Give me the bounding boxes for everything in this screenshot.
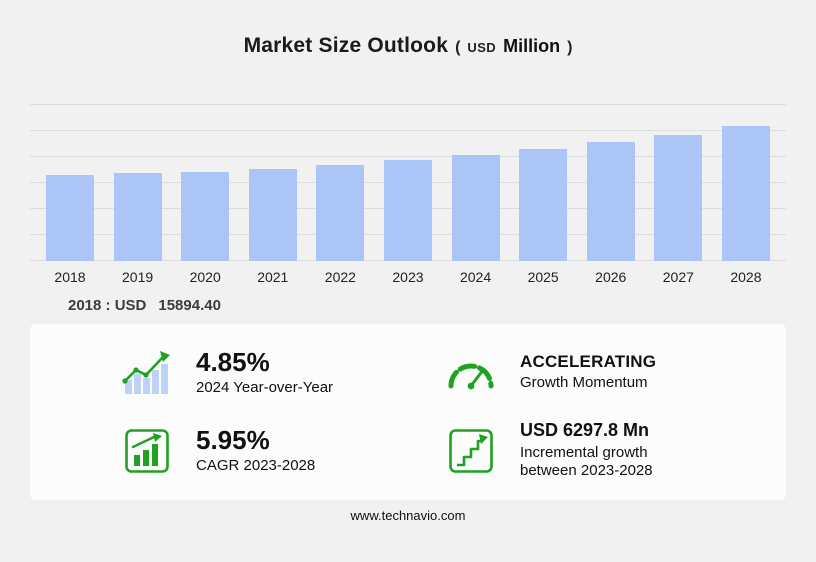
x-axis-label-2023: 2023	[392, 269, 424, 285]
bar-2018	[46, 175, 94, 261]
bar-2020	[181, 172, 230, 261]
title-paren-open: (	[455, 39, 461, 56]
speedometer-icon	[442, 354, 500, 392]
bar-2019	[113, 173, 162, 261]
stat-momentum: ACCELERATING Growth Momentum	[442, 351, 766, 393]
stat-yoy: 4.85% 2024 Year-over-Year	[118, 348, 442, 398]
x-axis-label-2026: 2026	[595, 269, 627, 285]
bar-2023	[383, 160, 432, 261]
bar-2028	[721, 126, 770, 261]
title-unit: Million	[503, 36, 561, 56]
incremental-growth-icon	[442, 428, 500, 474]
x-axis-label-2022: 2022	[324, 269, 356, 285]
x-axis-label-2020: 2020	[189, 269, 221, 285]
page-title: Market Size Outlook ( USD Million )	[0, 34, 816, 58]
footer-url[interactable]: www.technavio.com	[350, 508, 466, 523]
bar-chart	[30, 104, 786, 261]
cagr-growth-icon	[118, 428, 176, 474]
bar-2027	[654, 135, 703, 261]
stat-incremental: USD 6297.8 Mn Incremental growth between…	[442, 419, 766, 481]
x-axis-label-2028: 2028	[730, 269, 762, 285]
bar-2026	[586, 142, 635, 261]
yoy-label: 2024 Year-over-Year	[196, 379, 334, 397]
bar-2024	[451, 155, 500, 261]
base-year-prefix: 2018 : USD	[68, 297, 147, 314]
x-axis-label-2024: 2024	[459, 269, 492, 285]
chart-title: Market Size Outlook	[243, 34, 449, 57]
stats-panel: 4.85% 2024 Year-over-Year ACCELERATING G…	[30, 324, 786, 500]
incremental-value: USD 6297.8 Mn	[520, 419, 650, 440]
cagr-value: 5.95%	[196, 424, 270, 455]
x-axis-label-2021: 2021	[257, 269, 289, 285]
momentum-label: Growth Momentum	[520, 374, 648, 392]
x-axis-label-2027: 2027	[662, 269, 694, 285]
title-paren-close: )	[567, 39, 573, 56]
yoy-bars-icon	[118, 350, 176, 396]
bar-2021	[248, 169, 297, 261]
base-year-annotation: 2018 : USD 15894.40	[68, 297, 816, 314]
x-axis-label-2019: 2019	[122, 269, 154, 285]
cagr-label: CAGR 2023-2028	[196, 457, 316, 475]
bar-group	[30, 126, 786, 261]
x-axis-label-2025: 2025	[527, 269, 559, 285]
title-currency: USD	[467, 40, 497, 55]
yoy-value: 4.85%	[196, 346, 270, 377]
base-year-value: 15894.40	[158, 297, 221, 314]
x-axis-labels: 2018 2019 2020 2021 2022 2023 2024 2025 2026 2027…	[30, 269, 786, 285]
incremental-label: Incremental growth between 2023-2028	[520, 443, 653, 480]
stat-cagr: 5.95% CAGR 2023-2028	[118, 426, 442, 476]
bar-2025	[519, 149, 568, 261]
bar-2022	[316, 165, 365, 261]
x-axis-label-2018: 2018	[54, 269, 86, 285]
momentum-value: ACCELERATING	[520, 351, 657, 371]
